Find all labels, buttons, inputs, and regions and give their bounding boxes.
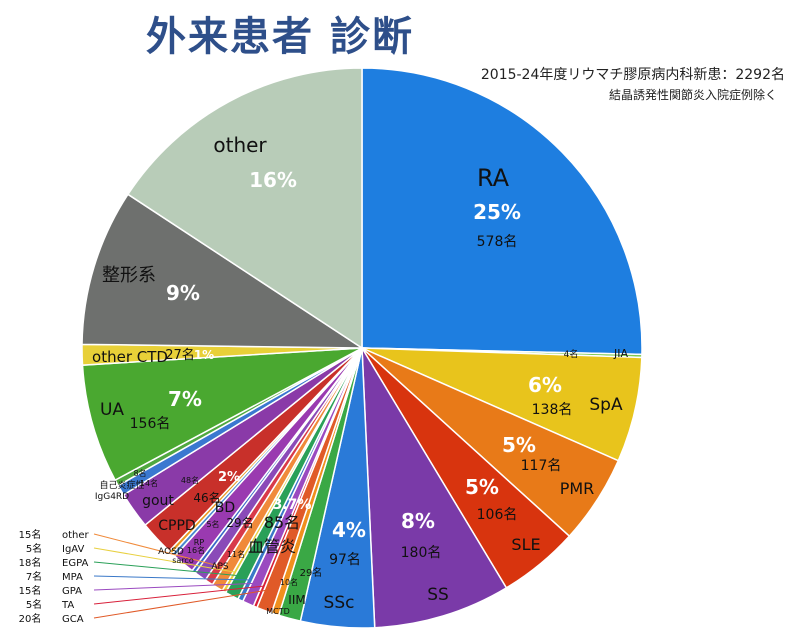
slice-label: MPA [62, 572, 83, 583]
callout-line [93, 547, 236, 573]
slice-label: gout [142, 493, 174, 509]
slice-label: BD [215, 500, 235, 516]
slice-label: SLE [511, 535, 540, 554]
chart-note: 結晶誘発性関節炎入院症例除く [608, 88, 777, 102]
slice-label: RA [477, 164, 510, 192]
slice-count: 15名 [19, 584, 42, 597]
slice-label: MCTD [266, 607, 290, 616]
slice-count: 5名 [26, 598, 42, 611]
slice-count: 4名 [564, 348, 579, 360]
slice-label: SpA [589, 395, 623, 415]
slice-count: 7名 [26, 570, 42, 583]
slice-percent: 1% [194, 348, 214, 362]
slice-label: other [213, 133, 267, 157]
slice-label: SSc [324, 593, 355, 613]
callout-line [93, 533, 229, 570]
slice-label: sarco [172, 556, 194, 565]
slice-percent: 5% [465, 475, 499, 499]
slice-count: 138名 [532, 402, 573, 418]
slice-percent: 16% [249, 168, 297, 192]
slice-count: 20名 [19, 612, 42, 625]
slice-count: 8名 [133, 468, 146, 478]
slice-count: 27名 [165, 347, 195, 363]
callout-line [93, 585, 264, 605]
slice-label: SS [427, 585, 449, 605]
slice-count: 29名 [300, 566, 323, 579]
slice-count: 29名 [226, 515, 253, 530]
slice-count: 15名 [19, 528, 42, 541]
slice-label: CPPD [158, 518, 195, 534]
slice-count: 18名 [19, 556, 42, 569]
slice-percent: 9% [166, 281, 200, 305]
slice-label: JIA [613, 347, 628, 360]
slice-count: 156名 [130, 416, 171, 432]
pie-slice [81, 347, 363, 482]
slice-label: 整形系 [102, 265, 156, 286]
callout-line [93, 575, 251, 581]
slice-count: 16名 [187, 545, 205, 555]
slice-label: IgAV [62, 544, 84, 555]
slice-count: 10名 [280, 577, 298, 587]
slice-count: 46名 [193, 490, 220, 505]
slice-percent: 2% [218, 470, 240, 485]
pie-slice [126, 67, 363, 350]
slice-label: APS [211, 562, 229, 572]
slice-count: 106名 [477, 507, 518, 523]
group-percent: 3.7% [273, 497, 312, 513]
slice-count: 11名 [227, 549, 245, 559]
callout-line [93, 588, 273, 619]
slice-percent: 5% [502, 433, 536, 457]
group-count: 85名 [264, 513, 300, 532]
slice-label: AOSD [158, 547, 184, 557]
slice-percent: 6% [528, 373, 562, 397]
pie-slice [361, 347, 508, 629]
slice-count: 180名 [401, 545, 442, 561]
slice-label: IgG4RD [95, 492, 129, 502]
slice-percent: 7% [168, 387, 202, 411]
slice-label: IIM [288, 593, 305, 607]
slice-label: GPA [62, 586, 82, 597]
slice-label: TA [61, 600, 74, 611]
callout-line [93, 582, 258, 591]
slice-count: 5名 [26, 542, 42, 555]
slice-label: UA [100, 400, 124, 420]
slice-percent: 8% [401, 509, 435, 533]
chart-title: 外来患者 診断 [146, 14, 414, 60]
slice-label: other [62, 530, 90, 541]
slice-count: 117名 [521, 458, 562, 474]
slice-count: 578名 [477, 234, 518, 250]
chart-subtitle: 2015-24年度リウマチ膠原病内科新患：2292名 [480, 67, 785, 83]
slice-percent: 25% [473, 200, 521, 224]
slice-label: other CTD [92, 348, 168, 366]
slice-label: PMR [560, 479, 595, 498]
slice-label: GCA [62, 614, 84, 625]
slice-label: EGPA [62, 558, 88, 569]
slice-count: 5名 [206, 519, 219, 529]
group-label: 血管炎 [248, 537, 296, 556]
slice-label: RP [194, 538, 205, 547]
slice-count: 48名 [181, 475, 199, 485]
callout-line [93, 561, 243, 577]
slice-label: 自己炎症性 [99, 479, 144, 491]
slice-count: 97名 [329, 552, 361, 568]
pie-slice [361, 67, 643, 356]
slice-percent: 4% [332, 518, 366, 542]
pie-slice [81, 193, 365, 349]
slice-count: 14名 [140, 478, 158, 488]
